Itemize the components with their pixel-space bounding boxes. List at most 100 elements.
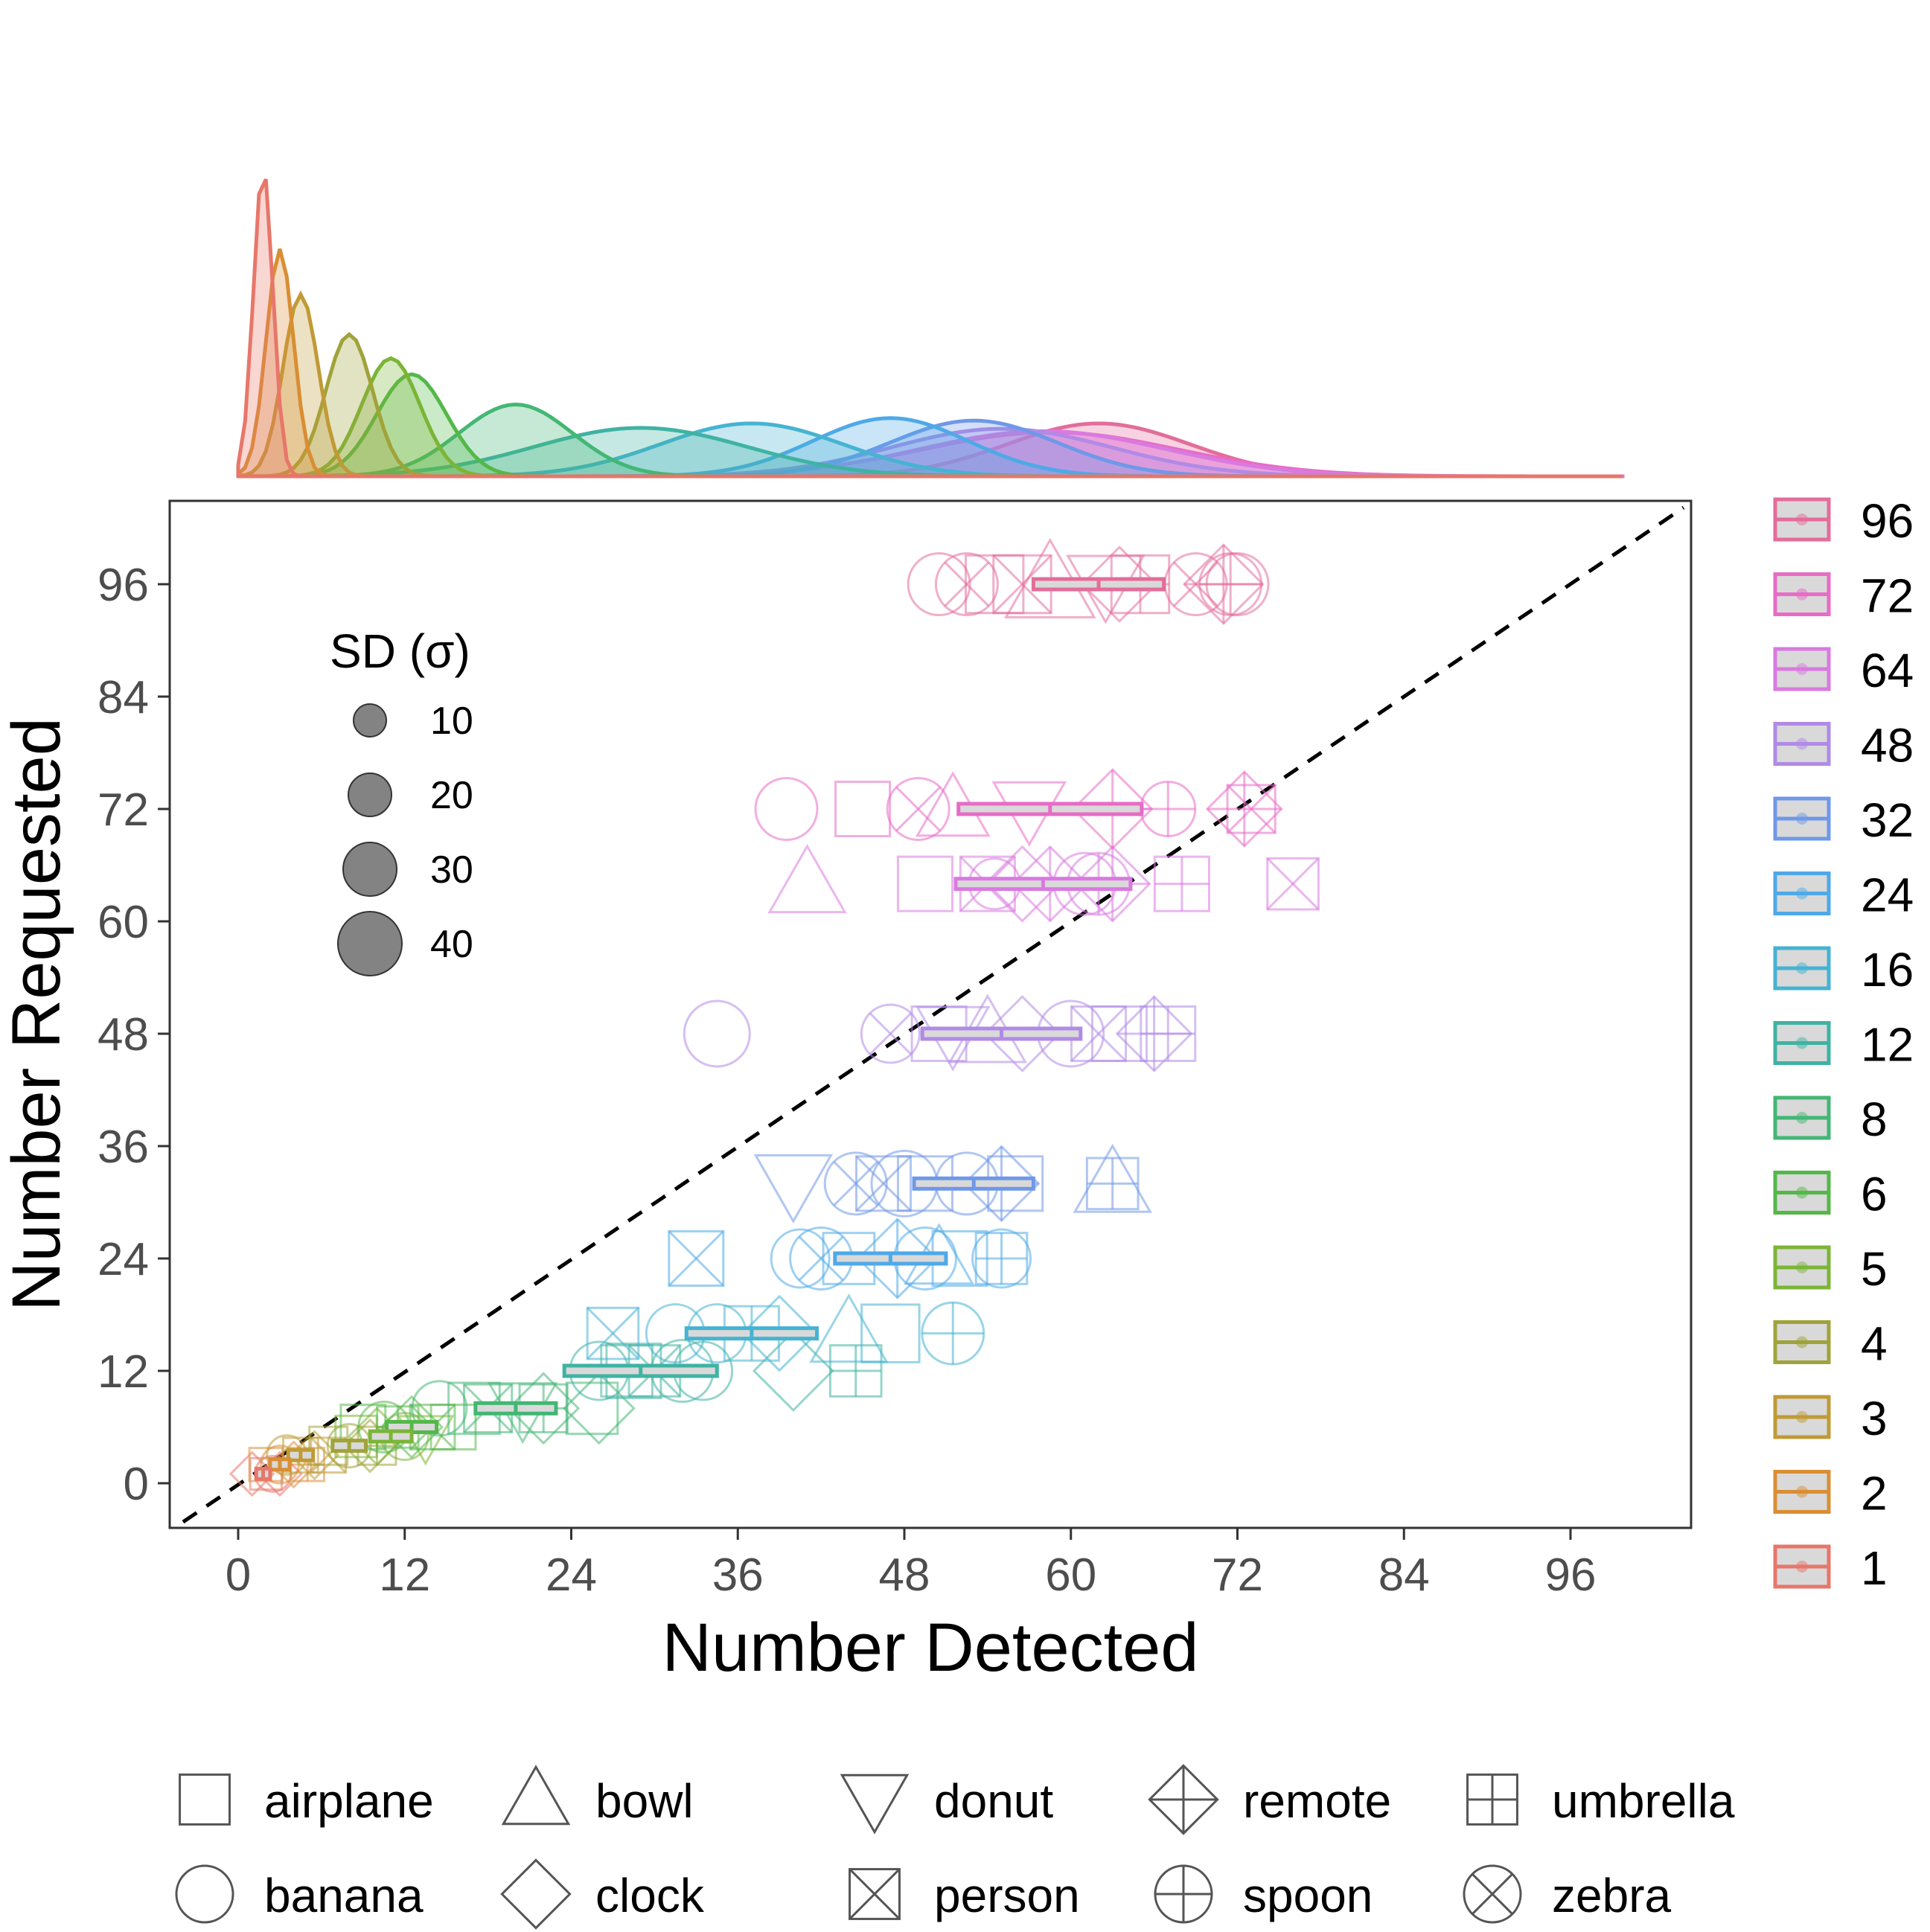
shape-legend-icon — [1154, 1864, 1213, 1924]
color-legend-label: 3 — [1861, 1392, 1888, 1445]
color-legend-key-dot — [1796, 962, 1808, 974]
data-point-banana — [411, 1380, 468, 1437]
data-point-spoon — [1140, 781, 1197, 837]
x-tick-label: 60 — [1045, 1549, 1096, 1601]
color-legend-key-dot — [1796, 738, 1808, 750]
color-legend-label: 12 — [1861, 1018, 1914, 1072]
color-legend-item: 1 — [1773, 1541, 1888, 1595]
color-legend-key-dot — [1796, 1037, 1808, 1049]
shape-legend-item-banana: banana — [175, 1864, 424, 1924]
size-legend-circle — [348, 773, 392, 817]
data-point-donut — [753, 1154, 834, 1224]
data-point-clock — [289, 1430, 340, 1481]
data-point-bowl — [809, 1293, 889, 1363]
size-legend-label: 30 — [430, 848, 473, 892]
data-point-clock — [983, 845, 1061, 923]
data-point-person — [855, 1155, 913, 1212]
shape-legend-icon — [175, 1864, 234, 1924]
shape-legend-item-zebra: zebra — [1463, 1864, 1672, 1924]
color-legend-key-dot — [1796, 1485, 1808, 1498]
color-legend-key-dot — [1796, 887, 1808, 900]
color-legend-label: 8 — [1861, 1093, 1888, 1146]
identity-reference-line — [182, 505, 1685, 1524]
color-legend-item: 96 — [1773, 494, 1914, 548]
size-legend-label: 40 — [430, 923, 473, 966]
x-tick-label: 12 — [379, 1549, 430, 1601]
color-legend-label: 72 — [1861, 569, 1914, 623]
data-point-clock — [983, 995, 1061, 1072]
color-legend-label: 48 — [1861, 719, 1914, 773]
x-tick-label: 72 — [1212, 1549, 1263, 1601]
size-legend-title: SD (σ) — [330, 624, 470, 678]
color-legend-label: 1 — [1861, 1541, 1888, 1595]
shape-legend-label: person — [934, 1869, 1080, 1922]
shape-legend-icon — [1148, 1764, 1219, 1835]
data-point-person — [1226, 784, 1276, 834]
color-legend-item: 64 — [1773, 644, 1914, 697]
data-point-clock — [1081, 546, 1158, 623]
color-legend-key-dot — [1796, 1112, 1808, 1124]
data-point-clock — [257, 1450, 303, 1497]
color-legend-item: 72 — [1773, 569, 1914, 623]
y-tick-label: 72 — [98, 784, 149, 836]
color-legend-key-dot — [1796, 1261, 1808, 1273]
y-tick-label: 24 — [98, 1234, 149, 1285]
x-tick-label: 48 — [879, 1549, 930, 1601]
y-tick-label: 12 — [98, 1346, 149, 1398]
color-legend-key-dot — [1796, 1561, 1808, 1573]
y-tick-label: 60 — [98, 897, 149, 948]
color-legend-label: 5 — [1861, 1242, 1888, 1296]
color-legend-key-dot — [1796, 1411, 1808, 1423]
color-legend-key-dot — [1796, 813, 1808, 825]
shape-legend-label: zebra — [1552, 1869, 1672, 1922]
shape-legend-icon — [840, 1773, 910, 1835]
data-point-bowl — [767, 844, 847, 914]
x-tick-label: 24 — [546, 1549, 597, 1601]
mean-sd-bars — [254, 577, 1166, 1481]
data-point-banana — [770, 1228, 831, 1289]
color-legend-item: 48 — [1773, 719, 1914, 773]
data-point-airplane — [834, 780, 892, 838]
shape-legend-icon — [179, 1773, 231, 1826]
x-axis: 0 12 24 36 48 60 72 84 96 — [226, 1528, 1597, 1601]
shape-legend: airplane bowl donut remote umbrella banana clo… — [175, 1764, 1735, 1930]
color-legend-item: 6 — [1773, 1168, 1888, 1221]
shape-legend-label: donut — [934, 1774, 1053, 1828]
shape-legend-item-remote: remote — [1148, 1764, 1391, 1835]
shape-legend-item-spoon: spoon — [1154, 1864, 1373, 1924]
shape-legend-icon — [849, 1868, 901, 1920]
shape-legend-item-airplane: airplane — [179, 1773, 434, 1828]
y-tick-label: 48 — [98, 1009, 149, 1061]
shape-legend-item-umbrella: umbrella — [1466, 1773, 1735, 1828]
color-legend-label: 4 — [1861, 1317, 1888, 1371]
size-legend-circle — [353, 703, 387, 738]
color-legend-item: 32 — [1773, 793, 1914, 847]
shape-legend-item-donut: donut — [840, 1773, 1053, 1835]
data-point-banana — [971, 1228, 1032, 1289]
data-point-banana — [1205, 552, 1270, 616]
data-point-airplane — [860, 1303, 921, 1363]
shape-legend-icon — [1463, 1864, 1522, 1924]
x-axis-title: Number Detected — [662, 1610, 1199, 1686]
shape-legend-label: bowl — [595, 1774, 694, 1828]
x-tick-label: 96 — [1545, 1549, 1597, 1601]
y-tick-label: 0 — [124, 1459, 149, 1510]
x-tick-label: 0 — [226, 1549, 251, 1601]
shape-legend-item-clock: clock — [500, 1858, 705, 1930]
color-legend-key-dot — [1796, 514, 1808, 525]
data-point-zebra — [860, 1003, 921, 1064]
color-legend-item: 8 — [1773, 1093, 1888, 1146]
data-point-banana — [907, 552, 971, 616]
marginal-density-plot — [236, 178, 1625, 479]
data-point-umbrella — [1140, 1005, 1197, 1063]
color-legend-key-dot — [1796, 663, 1808, 675]
shape-legend-label: spoon — [1243, 1869, 1373, 1922]
data-point-umbrella — [1085, 1157, 1140, 1211]
shape-legend-label: banana — [264, 1869, 424, 1922]
x-tick-label: 36 — [712, 1549, 764, 1601]
data-point-spoon — [921, 1301, 985, 1366]
data-point-umbrella — [828, 1344, 883, 1398]
density-curve-1 — [236, 178, 1623, 479]
data-point-person — [1266, 857, 1320, 911]
